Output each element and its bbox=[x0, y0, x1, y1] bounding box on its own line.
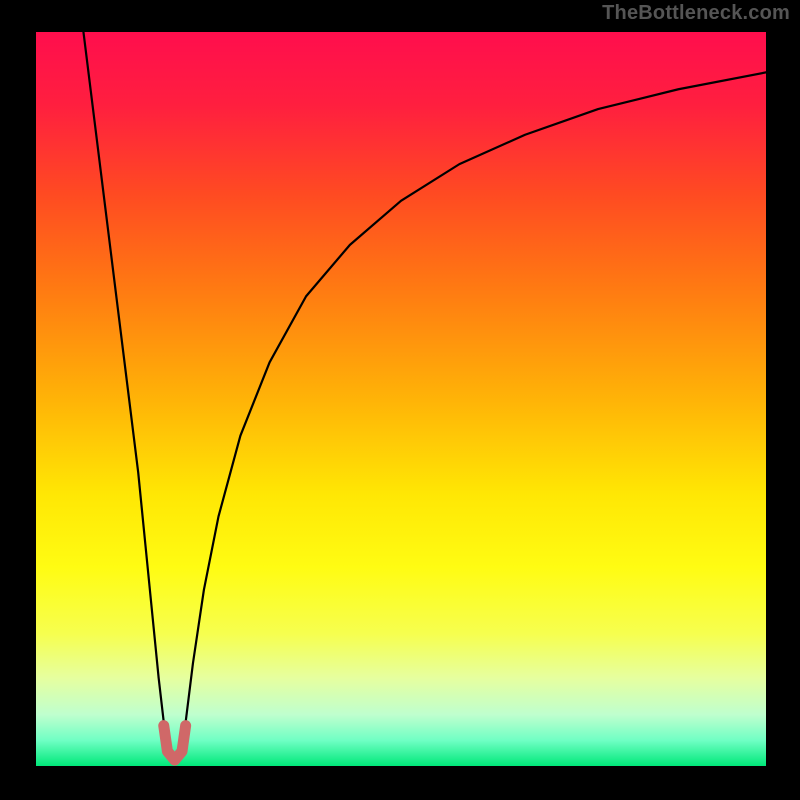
bottleneck-chart: TheBottleneck.com bbox=[0, 0, 800, 800]
plot-area bbox=[36, 32, 766, 766]
plot-svg bbox=[36, 32, 766, 766]
watermark-text: TheBottleneck.com bbox=[602, 2, 790, 25]
